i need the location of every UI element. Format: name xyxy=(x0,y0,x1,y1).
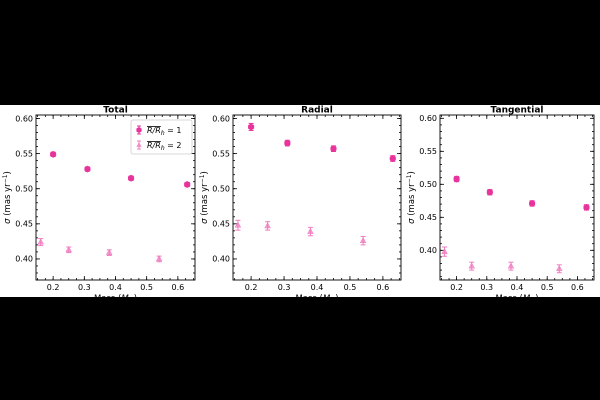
data-point-triangle xyxy=(65,246,73,253)
data-point-triangle xyxy=(155,255,163,262)
plot-frame xyxy=(232,114,402,281)
x-tick-label: 0.3 xyxy=(480,283,493,292)
y-axis-label: σ (mas yr−1) xyxy=(199,171,210,224)
x-tick-label: 0.5 xyxy=(541,283,554,292)
x-tick-label: 0.6 xyxy=(171,283,184,292)
series-2 xyxy=(37,238,163,263)
series-1 xyxy=(248,122,396,163)
panel-title: Radial xyxy=(301,106,333,116)
data-point-hexagon xyxy=(583,203,590,211)
x-tick-label: 0.4 xyxy=(511,283,524,292)
data-point-triangle xyxy=(234,221,242,228)
data-point-hexagon xyxy=(284,139,291,147)
data-point-triangle xyxy=(37,238,44,245)
legend-label-0: R/Rh = 1 xyxy=(147,126,182,137)
data-point-triangle xyxy=(441,247,448,254)
x-tick-label: 0.5 xyxy=(140,283,153,292)
legend-marker-triangle xyxy=(136,142,142,147)
y-tick-label: 0.50 xyxy=(15,185,33,194)
y-axis-label: σ (mas yr−1) xyxy=(2,171,13,224)
data-point-hexagon xyxy=(330,145,337,153)
data-point-hexagon xyxy=(248,123,255,131)
data-point-hexagon xyxy=(486,188,493,196)
x-axis-label: Mass (M⊙) xyxy=(295,294,338,297)
panel-title: Tangential xyxy=(491,106,544,116)
panel-radial: Radial 0.2 0.3 0.4 0.5 0.6 0.40 0.45 0.50 0.55 0.6… xyxy=(199,106,402,297)
data-point-triangle xyxy=(105,248,113,255)
data-point-hexagon xyxy=(128,174,135,182)
panel-title: Total xyxy=(103,106,128,116)
y-tick-label: 0.40 xyxy=(212,255,230,264)
y-tick-label: 0.50 xyxy=(212,185,230,194)
legend-marker-hexagon xyxy=(136,127,142,133)
y-tick-label: 0.45 xyxy=(419,213,437,222)
y-tick-label: 0.45 xyxy=(212,220,230,229)
x-tick-label: 0.6 xyxy=(377,283,390,292)
legend-box xyxy=(130,119,193,155)
x-tick-label: 0.5 xyxy=(344,283,357,292)
series-1 xyxy=(453,175,590,211)
ticks xyxy=(233,115,401,281)
series-2 xyxy=(234,219,367,246)
x-tick-label: 0.4 xyxy=(109,283,122,292)
figure: Total 0.2 0.3 0.4 0.5 0.6 0.40 0.45 0.50 0.55 0.60… xyxy=(0,105,600,297)
x-axis-label: Mass (M⊙) xyxy=(495,294,538,297)
y-axis-label: σ (mas yr−1) xyxy=(406,171,417,224)
y-tick-label: 0.55 xyxy=(419,147,437,156)
data-point-hexagon xyxy=(184,181,191,188)
data-point-hexagon xyxy=(389,155,396,163)
data-point-triangle xyxy=(307,227,314,234)
x-tick-label: 0.2 xyxy=(450,283,463,292)
x-tick-label: 0.2 xyxy=(245,283,258,292)
panel-tangential: Tangential 0.2 0.3 0.4 0.5 0.6 0.40 0.45 0.50 0.5… xyxy=(406,106,595,297)
y-tick-label: 0.55 xyxy=(15,149,33,158)
legend-label-1: R/Rh = 2 xyxy=(147,141,182,152)
panel-total: Total 0.2 0.3 0.4 0.5 0.6 0.40 0.45 0.50 0.55 0.60… xyxy=(2,106,196,297)
y-tick-label: 0.60 xyxy=(15,114,33,123)
data-point-hexagon xyxy=(453,175,460,183)
legend: R/Rh = 1 R/Rh = 2 xyxy=(130,119,193,155)
plot-frame xyxy=(35,114,196,281)
plot-frame xyxy=(439,114,595,281)
y-tick-label: 0.50 xyxy=(419,180,437,189)
y-tick-label: 0.40 xyxy=(419,246,437,255)
x-tick-label: 0.6 xyxy=(571,283,584,292)
data-point-triangle xyxy=(468,262,476,269)
series-2 xyxy=(441,246,563,274)
data-point-hexagon xyxy=(50,150,57,158)
x-tick-label: 0.2 xyxy=(47,283,60,292)
data-point-triangle xyxy=(359,236,367,244)
x-axis-label: Mass (M⊙) xyxy=(94,294,137,297)
series-1 xyxy=(50,150,191,188)
x-tick-label: 0.4 xyxy=(311,283,324,292)
y-tick-label: 0.60 xyxy=(419,114,437,123)
data-point-triangle xyxy=(507,262,515,269)
x-tick-label: 0.3 xyxy=(78,283,91,292)
data-point-triangle xyxy=(264,222,271,229)
ticks xyxy=(440,115,594,280)
y-tick-label: 0.40 xyxy=(15,255,33,264)
y-tick-label: 0.45 xyxy=(15,220,33,229)
x-tick-label: 0.3 xyxy=(278,283,291,292)
y-tick-label: 0.55 xyxy=(212,149,230,158)
data-point-triangle xyxy=(555,265,563,272)
data-point-hexagon xyxy=(84,165,91,173)
y-tick-label: 0.60 xyxy=(212,114,230,123)
data-point-hexagon xyxy=(529,199,536,207)
